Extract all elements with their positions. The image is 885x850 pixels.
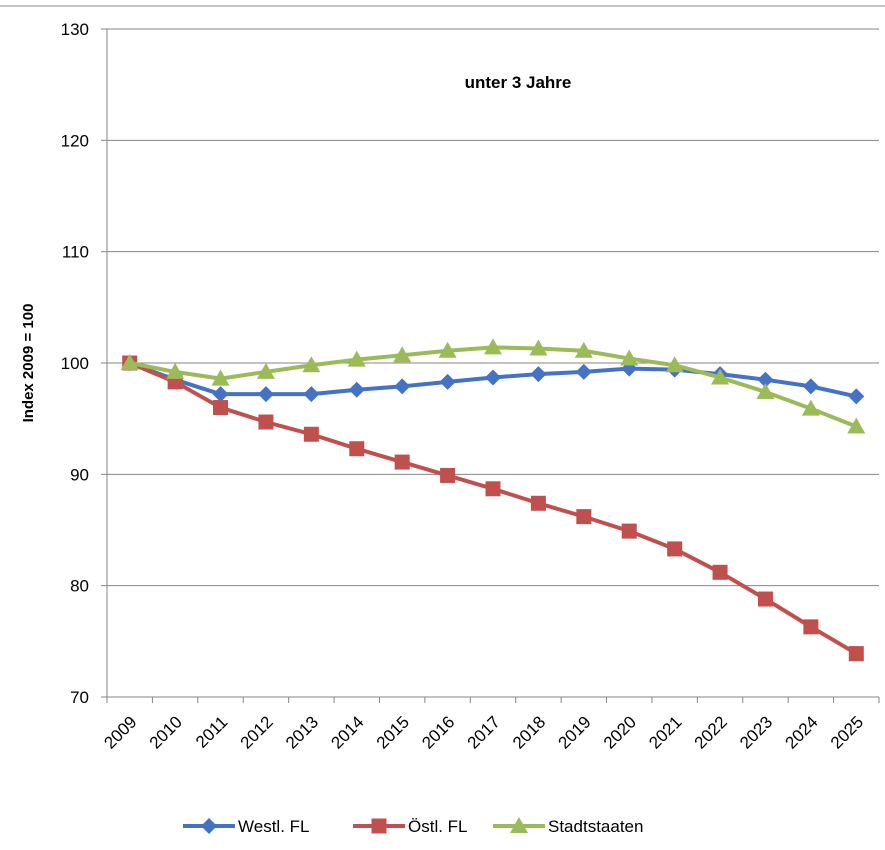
data-point-square: [485, 481, 501, 497]
data-point-diamond: [485, 369, 501, 386]
data-point-diamond: [394, 378, 411, 395]
data-point-triangle: [510, 817, 528, 833]
data-point-diamond: [212, 386, 229, 403]
data-point-square: [213, 400, 229, 416]
x-tick-label: 2018: [509, 712, 549, 752]
x-tick-label: 2019: [554, 712, 594, 752]
x-tick-label: 2025: [827, 712, 867, 752]
gridlines: [107, 28, 879, 587]
data-point-triangle: [438, 341, 457, 358]
y-tick-labels: 70 80 90 100 110 120 130: [61, 20, 89, 707]
data-point-triangle: [665, 356, 684, 373]
y-tick-label: 90: [70, 465, 89, 484]
data-point-triangle: [302, 356, 321, 373]
series-line: [128, 361, 858, 656]
data-point-triangle: [574, 341, 593, 358]
data-point-diamond: [201, 818, 217, 834]
data-point-diamond: [575, 363, 592, 380]
data-point-square: [530, 495, 546, 511]
axes: [0, 5, 885, 703]
data-point-square: [576, 509, 592, 525]
data-point-square: [440, 467, 456, 483]
y-tick-label: 70: [70, 688, 89, 707]
legend-label: Westl. FL: [238, 817, 309, 836]
data-point-square: [303, 426, 319, 442]
data-point-square: [258, 414, 274, 430]
x-tick-labels: 2009 2010 2011 2012 2013 2014 2015 2016 2017 2018…: [100, 712, 867, 752]
data-point-triangle: [620, 349, 639, 366]
data-point-square: [667, 541, 683, 557]
x-tick-label: 2015: [373, 712, 413, 752]
y-tick-label: 120: [61, 131, 89, 150]
data-point-triangle: [347, 350, 366, 367]
data-point-diamond: [848, 388, 865, 405]
data-point-triangle: [166, 362, 185, 379]
x-tick-label: 2023: [736, 712, 776, 752]
data-point-triangle: [756, 382, 775, 399]
data-point-square: [757, 591, 773, 607]
y-tick-label: 130: [61, 20, 89, 39]
data-point-square: [621, 523, 637, 539]
x-tick-label: 2011: [192, 712, 231, 751]
data-point-triangle: [120, 354, 139, 370]
x-tick-label: 2012: [237, 712, 277, 752]
data-point-diamond: [257, 386, 274, 403]
series-2: [120, 338, 866, 434]
legend-item: Westl. FL: [183, 817, 309, 836]
x-tick-label: 2021: [645, 712, 685, 752]
data-point-diamond: [303, 386, 320, 403]
data-point-triangle: [256, 362, 275, 379]
series-layer: [120, 338, 866, 662]
data-point-diamond: [757, 371, 774, 388]
data-point-square: [803, 619, 819, 635]
x-tick-label: 2014: [327, 712, 367, 752]
x-tick-label: 2022: [691, 712, 731, 752]
legend-label: Östl. FL: [408, 817, 468, 836]
data-point-diamond: [439, 373, 456, 390]
data-point-triangle: [711, 368, 730, 385]
data-point-square: [371, 818, 387, 834]
data-point-square: [349, 441, 365, 457]
series-0: [121, 355, 865, 405]
x-tick-label: 2010: [146, 712, 186, 752]
x-tick-label: 2017: [464, 712, 504, 752]
data-point-triangle: [393, 346, 412, 363]
data-point-square: [394, 454, 410, 470]
series-1: [122, 355, 864, 662]
y-tick-label: 100: [61, 354, 89, 373]
data-point-square: [712, 564, 728, 580]
data-point-triangle: [211, 369, 230, 386]
y-tick-label: 80: [70, 577, 89, 596]
x-tick-label: 2020: [600, 712, 640, 752]
y-axis-label: Index 2009 = 100: [20, 304, 37, 423]
data-point-triangle: [529, 339, 548, 356]
legend-item: Östl. FL: [353, 817, 468, 836]
data-point-diamond: [530, 366, 547, 383]
data-point-triangle: [801, 399, 820, 416]
x-tick-label: 2013: [282, 712, 322, 752]
x-tick-label: 2024: [782, 712, 822, 752]
x-tick-label: 2009: [100, 712, 140, 752]
legend-item: Stadtstaaten: [493, 817, 643, 836]
legend-label: Stadtstaaten: [548, 817, 643, 836]
data-point-triangle: [847, 417, 866, 434]
data-point-diamond: [348, 381, 365, 398]
x-tick-label: 2016: [418, 712, 458, 752]
data-point-triangle: [484, 338, 502, 355]
legend: Westl. FL Östl. FL Stadtstaaten: [183, 817, 643, 836]
data-point-square: [848, 646, 864, 662]
y-tick-label: 110: [62, 243, 89, 262]
chart-title: unter 3 Jahre: [465, 73, 572, 92]
data-point-diamond: [802, 378, 819, 395]
